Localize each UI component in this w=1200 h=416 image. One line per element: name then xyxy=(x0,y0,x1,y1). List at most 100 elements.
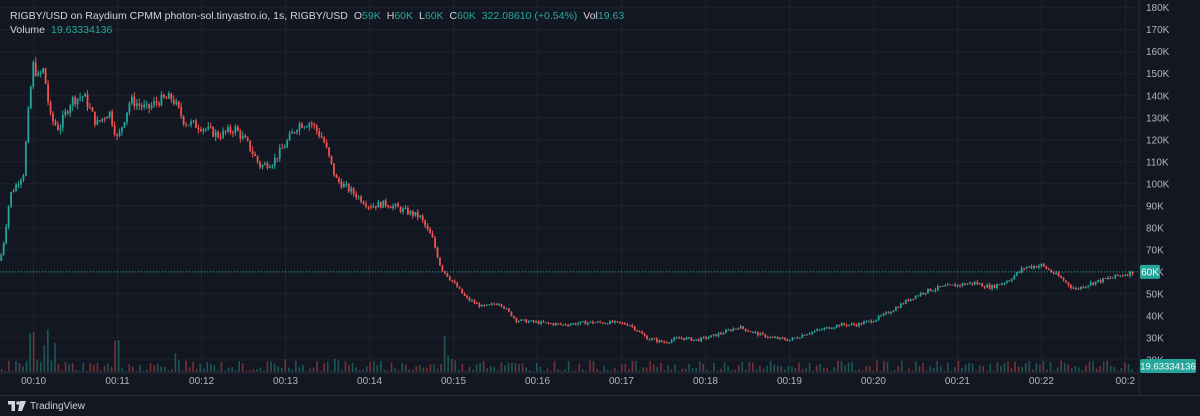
volume-bar xyxy=(146,369,148,372)
candle-body xyxy=(165,97,168,99)
volume-bar xyxy=(805,367,807,372)
volume-bar xyxy=(886,361,889,372)
candle-body xyxy=(303,126,306,128)
candle-body xyxy=(145,103,148,105)
volume-bar xyxy=(723,362,726,372)
candle-body xyxy=(96,120,99,125)
volume-bar xyxy=(132,366,134,372)
candle-body xyxy=(404,207,407,209)
candle-body xyxy=(61,114,64,128)
candle-body xyxy=(392,205,395,209)
open-label: O xyxy=(353,10,363,22)
candle-body xyxy=(328,147,330,156)
candle-body xyxy=(54,121,57,125)
volume-bar xyxy=(876,360,878,372)
candle-body xyxy=(130,96,133,104)
volume-bar xyxy=(893,370,896,372)
volume-label[interactable]: Volume xyxy=(10,24,46,36)
candle-body xyxy=(803,334,806,336)
candle-body xyxy=(416,212,419,218)
candle-body xyxy=(264,163,266,165)
volume-bar xyxy=(727,366,729,372)
candle-body xyxy=(604,323,607,325)
candle-body xyxy=(500,304,503,307)
candle-body xyxy=(471,300,473,302)
volume-bar xyxy=(149,363,152,372)
volume-bar xyxy=(0,369,3,372)
candle-body xyxy=(476,303,478,305)
candle-body xyxy=(29,87,32,109)
candle-body xyxy=(535,321,537,323)
volume-bar xyxy=(1017,366,1020,372)
volume-bar xyxy=(621,364,623,372)
candle-body xyxy=(776,337,779,339)
volume-bar xyxy=(826,368,829,372)
symbol-title[interactable]: RIGBY/USD on Raydium CPMM photon-sol.tin… xyxy=(10,10,348,22)
candle-body xyxy=(0,254,3,261)
candle-body xyxy=(195,120,197,128)
candle-body xyxy=(793,337,796,339)
volume-value: 19.63334136 xyxy=(51,24,113,36)
candle-body xyxy=(707,337,710,339)
candle-body xyxy=(64,111,67,115)
candle-body xyxy=(91,107,94,112)
volume-bar xyxy=(1113,367,1116,372)
candle-body xyxy=(609,320,611,325)
candle-body xyxy=(880,315,883,317)
candle-body xyxy=(71,97,74,106)
candle-body xyxy=(1092,282,1095,285)
last-volume-tag xyxy=(1140,359,1196,373)
candle-body xyxy=(695,339,698,341)
candle-body xyxy=(623,323,626,325)
volume-bar xyxy=(819,363,822,372)
candle-body xyxy=(22,175,25,181)
tradingview-logo[interactable]: TradingView xyxy=(8,401,85,412)
volume-bar xyxy=(468,366,471,372)
volume-bar xyxy=(514,363,517,372)
volume-bar xyxy=(716,370,719,372)
candle-body xyxy=(835,324,838,328)
candle-body xyxy=(485,304,488,306)
candle-body xyxy=(222,130,224,138)
volume-bar xyxy=(404,364,407,372)
candle-body xyxy=(559,323,562,325)
candle-body xyxy=(826,327,828,329)
candle-body xyxy=(771,336,774,338)
candle-body xyxy=(126,112,128,123)
volume-bar xyxy=(642,367,644,372)
volume-bar xyxy=(546,368,549,372)
candle-body xyxy=(988,284,991,289)
volume-bar xyxy=(472,369,474,372)
candle-body xyxy=(651,338,653,340)
candle-body xyxy=(1060,276,1062,279)
candle-body xyxy=(123,122,126,128)
candle-body xyxy=(7,206,10,227)
candle-body xyxy=(784,338,786,340)
candle-body xyxy=(116,134,118,136)
price-chart[interactable]: 180K 170K 160K 150K 140K 130K 120K 110K 100K 90K 8… xyxy=(0,0,1200,395)
candle-body xyxy=(734,328,737,330)
volume-bar xyxy=(273,363,276,372)
chart-area[interactable]: 180K 170K 160K 150K 140K 130K 120K 110K 100K 90K 8… xyxy=(0,0,1200,395)
candle-body xyxy=(172,99,175,104)
volume-bar xyxy=(1000,365,1002,372)
volume-bar xyxy=(124,371,127,372)
x-tick-label: 00:14 xyxy=(357,376,382,387)
candle-body xyxy=(333,163,335,175)
candle-body xyxy=(801,334,804,338)
candle-body xyxy=(409,211,412,215)
candle-body xyxy=(20,180,22,185)
volume-bar xyxy=(993,370,995,372)
candle-body xyxy=(209,126,212,128)
candle-body xyxy=(1055,272,1058,274)
candle-body xyxy=(1005,281,1008,283)
volume-bar xyxy=(528,370,531,372)
y-tick-label: 90K xyxy=(1146,201,1164,212)
candle-body xyxy=(1062,278,1065,281)
candle-body xyxy=(769,336,772,338)
volume-bar xyxy=(787,366,790,372)
candle-body xyxy=(118,131,121,136)
footer-bar: TradingView xyxy=(0,395,1200,416)
candle-body xyxy=(103,118,106,120)
candle-body xyxy=(360,196,362,203)
